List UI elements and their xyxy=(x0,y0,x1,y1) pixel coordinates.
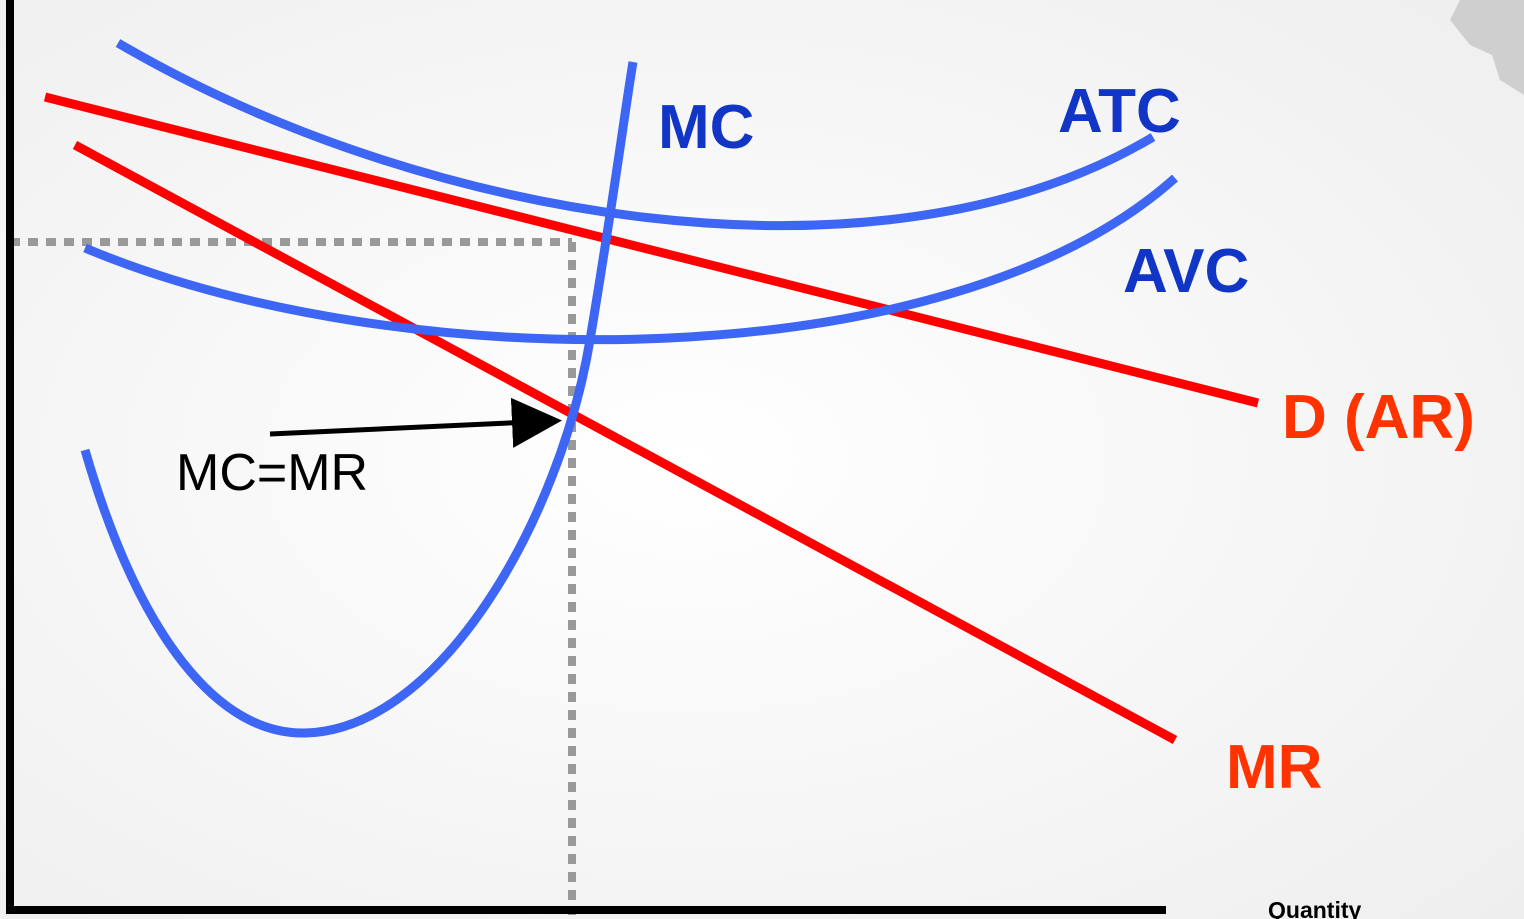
x-axis-label: Quantity xyxy=(1268,897,1361,919)
avc-label: AVC xyxy=(1123,237,1249,306)
demand-label: D (AR) xyxy=(1282,383,1475,452)
equilibrium-label: MC=MR xyxy=(176,444,368,502)
mr-label: MR xyxy=(1226,733,1322,802)
diagram: MC ATC AVC D (AR) MR MC=MR Quantity xyxy=(0,0,1524,919)
mc-label: MC xyxy=(658,93,754,162)
page: MC ATC AVC D (AR) MR MC=MR Quantity (() … xyxy=(0,0,1524,919)
atc-label: ATC xyxy=(1058,77,1181,146)
